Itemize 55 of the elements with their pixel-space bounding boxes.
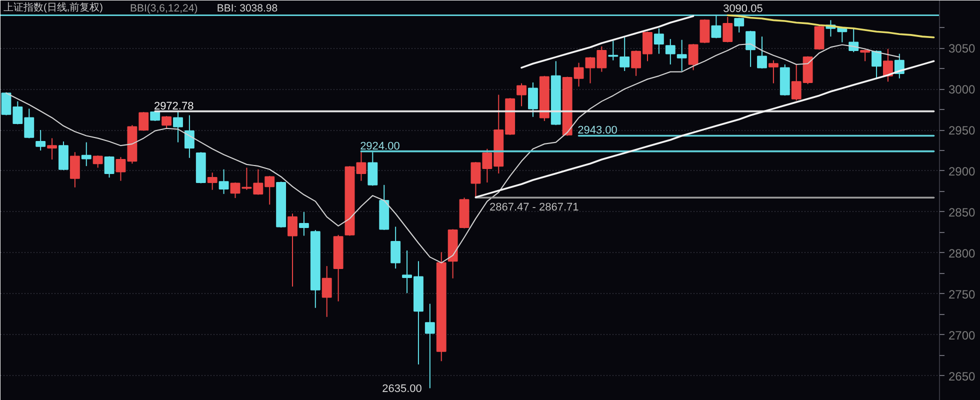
- candlestick: [883, 48, 893, 82]
- candlestick: [368, 152, 378, 186]
- annotation: 2924.00: [360, 140, 400, 152]
- candlestick: [288, 213, 298, 288]
- y-tick-label: 2700: [948, 328, 976, 342]
- candlestick: [322, 266, 332, 318]
- y-tick-label: 2850: [948, 205, 976, 220]
- candlestick: [47, 138, 57, 160]
- candlestick: [92, 154, 103, 168]
- y-tick-label: 3050: [948, 42, 976, 56]
- line-series: [726, 14, 935, 38]
- line-series: [474, 60, 935, 198]
- candlestick: [207, 172, 218, 190]
- candlestick: [516, 82, 526, 107]
- candlestick: [711, 14, 722, 39]
- candlestick: [872, 50, 882, 78]
- chart-title: 上证指数(日线,前复权): [4, 2, 103, 14]
- candlestick: [184, 114, 194, 158]
- y-tick-label: 2800: [948, 246, 976, 260]
- annotation: 2867.47 - 2867.71: [489, 202, 579, 214]
- candlestick: [70, 152, 80, 188]
- candlestick: [390, 226, 401, 270]
- y-tick-label: 3000: [948, 82, 976, 97]
- annotation: 3090.05: [723, 3, 763, 16]
- annotation: 2635.00: [382, 383, 422, 396]
- y-tick-label: 2900: [948, 164, 976, 178]
- y-tick-label: 2650: [948, 369, 976, 384]
- candlestick: [665, 38, 676, 65]
- candlestick: [528, 82, 538, 118]
- candlestick: [734, 17, 744, 33]
- candlestick: [173, 111, 183, 143]
- candlestick: [722, 16, 733, 43]
- legend-title: BBI(3,6,12,24): [130, 2, 198, 14]
- candlestick: [81, 142, 92, 167]
- candlestick: [58, 140, 68, 171]
- candlestick: [298, 211, 309, 236]
- candlestick: [36, 130, 46, 151]
- candlestick: [424, 303, 435, 389]
- line-series: [520, 15, 694, 69]
- candlestick: [757, 36, 767, 70]
- candlestick: [860, 49, 870, 62]
- candlestick: [218, 168, 229, 194]
- candlestick: [676, 39, 687, 72]
- candlestick: [746, 30, 756, 68]
- y-tick-label: 2950: [948, 124, 976, 138]
- candlestick: [104, 156, 114, 178]
- text: BBI: 3038.98: [216, 2, 278, 14]
- candlestick: [768, 60, 778, 84]
- annotation: 2972.78: [154, 100, 194, 112]
- annotation: 2943.00: [578, 124, 618, 137]
- candlestick: [654, 28, 664, 54]
- y-tick-label: 2750: [948, 287, 976, 302]
- candlestick: [688, 43, 698, 71]
- candlestick: [162, 116, 172, 129]
- candlestick: [620, 36, 630, 72]
